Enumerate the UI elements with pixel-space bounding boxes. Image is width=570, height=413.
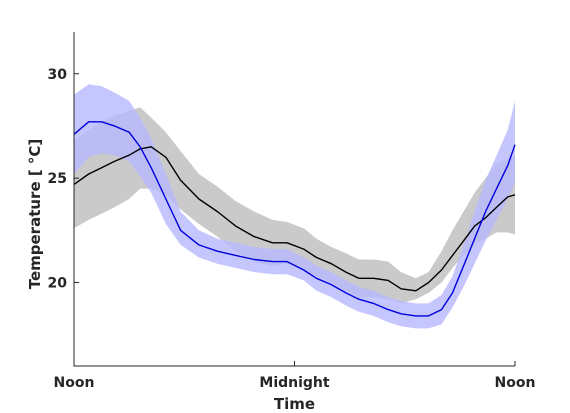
y-tick-label-1: 25 [48,171,67,187]
series-lines [73,121,516,317]
y-tick-label-2: 30 [48,67,68,83]
confidence-bands [74,84,515,329]
axes [73,32,515,367]
y-axis-ticks: 20 25 30 [48,67,79,292]
y-axis-title: Temperature [ °C] [26,139,44,290]
series-1-band [74,107,515,304]
x-axis-title: Time [274,395,315,413]
x-tick-label-2: Noon [495,375,536,391]
x-tick-label-1: Midnight [259,375,330,391]
series-1-line [73,146,516,292]
x-tick-label-0: Noon [54,375,95,391]
y-tick-label-0: 20 [48,276,68,292]
x-axis-ticks: Noon Midnight Noon [54,361,536,391]
series-2-band [74,84,515,329]
series-2-line [73,121,516,317]
axis-frame [73,32,515,367]
